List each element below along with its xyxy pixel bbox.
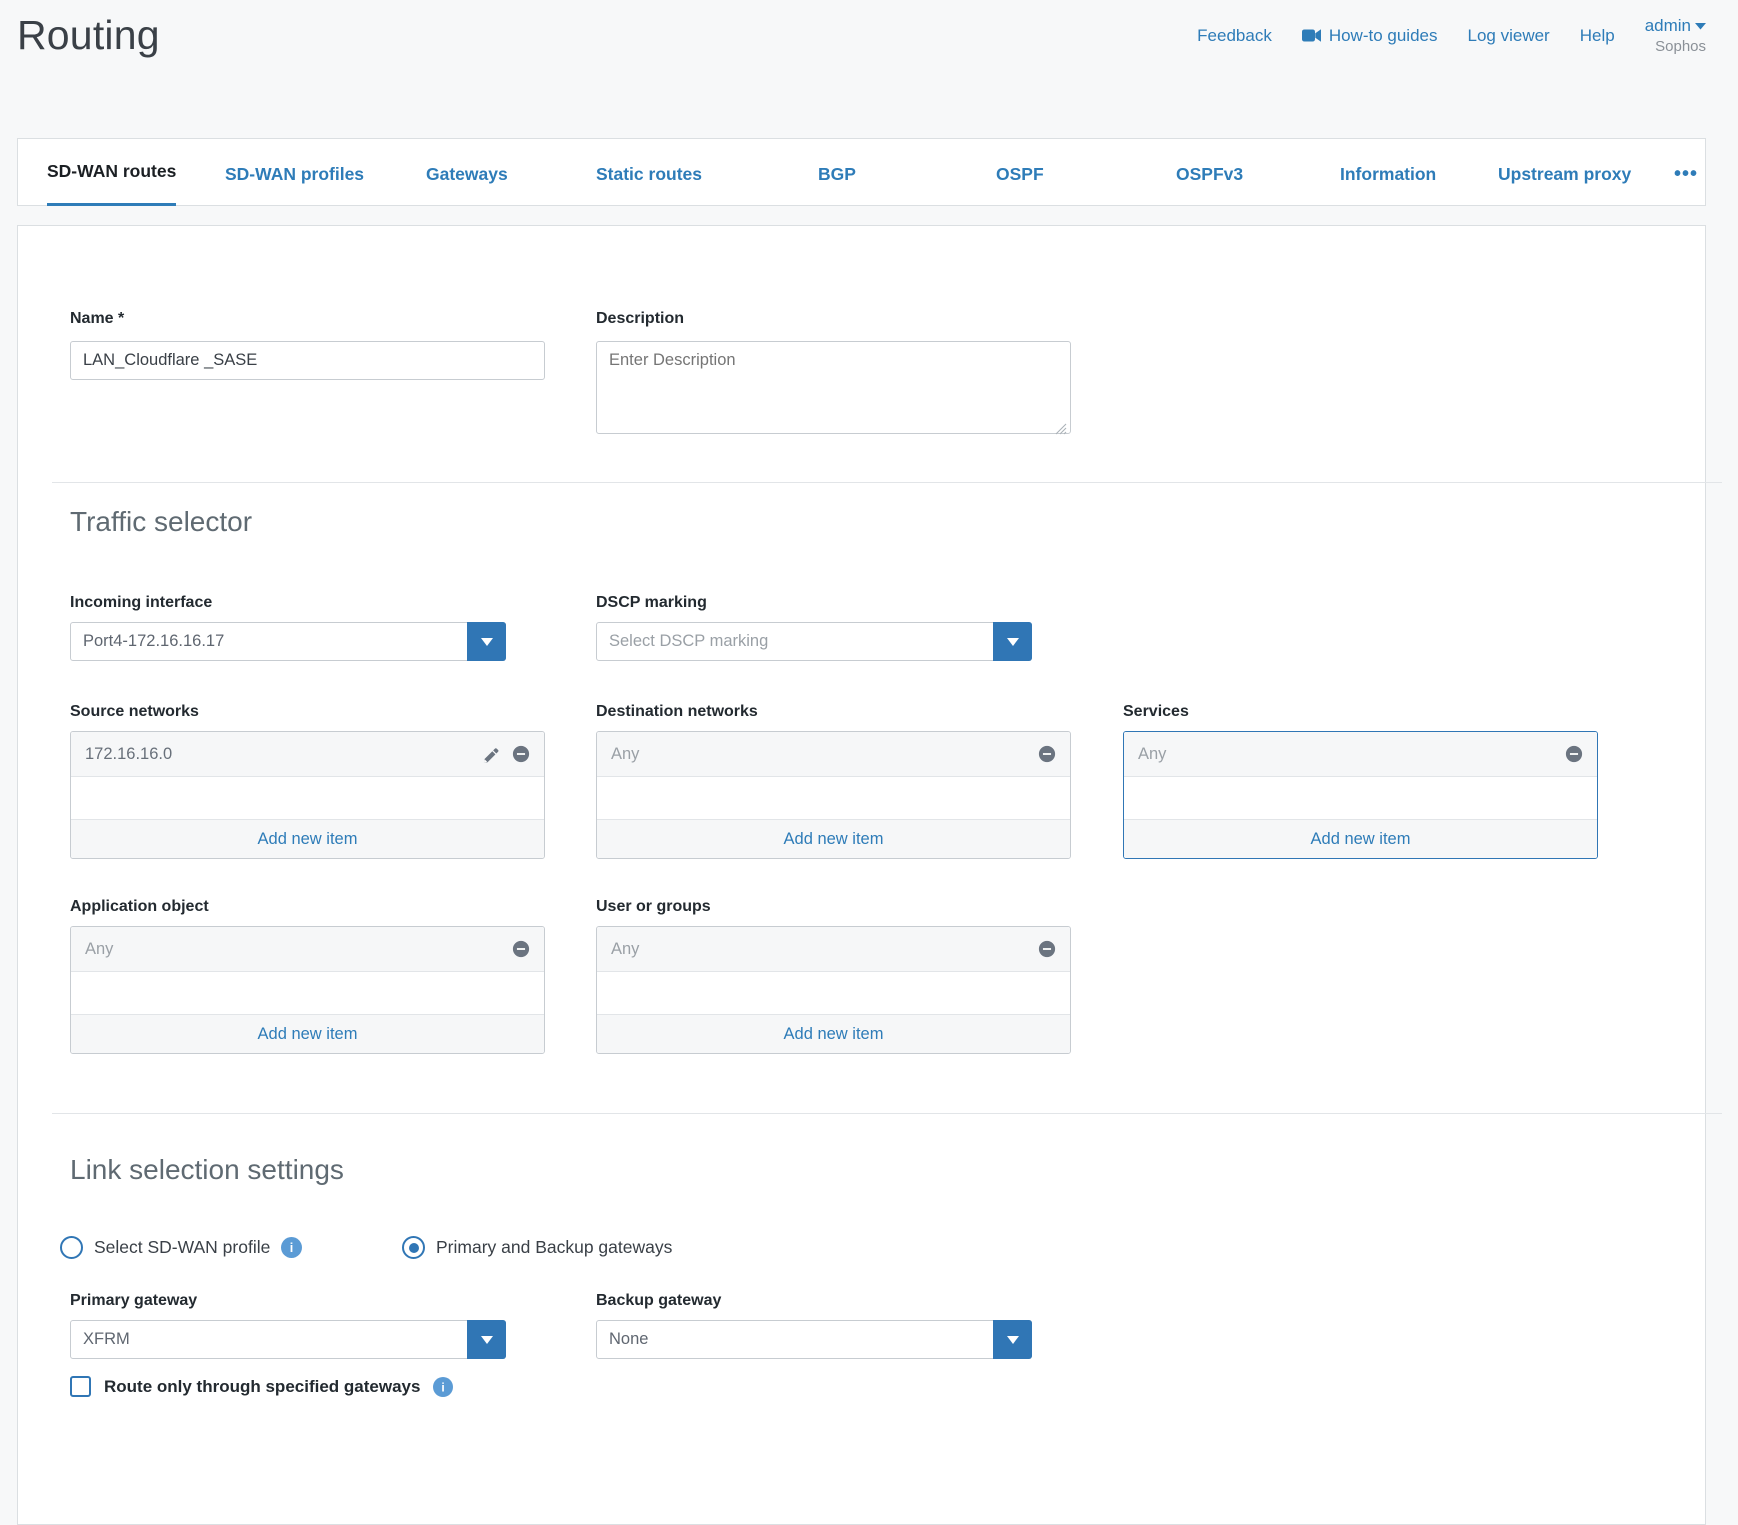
svg-text:i: i <box>290 1241 294 1255</box>
svg-text:i: i <box>442 1380 445 1394</box>
